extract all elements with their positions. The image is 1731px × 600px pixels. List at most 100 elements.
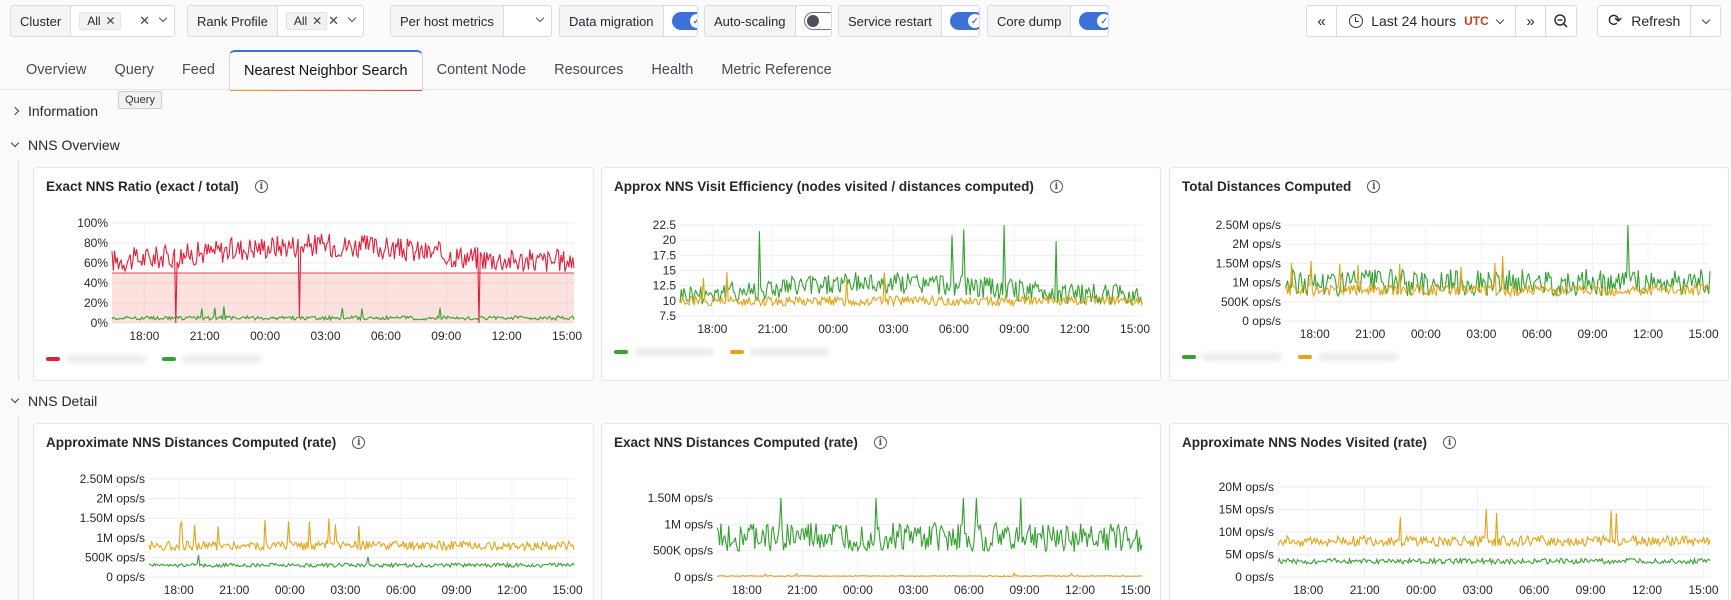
tab-health[interactable]: Health — [651, 62, 694, 78]
line-chart: 100% 80% 60% 40% 20% 0% 18:00 21:00 00:00 03:00 06… — [77, 216, 582, 343]
tab-content-node[interactable]: Content Node — [436, 62, 527, 78]
per-host-metrics-select[interactable] — [504, 6, 551, 36]
panel-title-text: Exact NNS Ratio (exact / total) — [46, 179, 239, 194]
clear-icon[interactable]: ✕ — [328, 13, 339, 28]
x-tick-label: 09:00 — [1576, 583, 1606, 597]
service-restart-toggle[interactable]: ✓ — [949, 12, 979, 30]
x-tick-label: 09:00 — [1010, 583, 1040, 597]
tab-query[interactable]: Query — [100, 50, 168, 90]
time-range-picker: « Last 24 hours UTC » — [1306, 5, 1577, 37]
x-tick-label: 18:00 — [164, 583, 194, 597]
cluster-select[interactable]: All ✕ ✕ — [71, 6, 174, 36]
x-tick-label: 21:00 — [219, 583, 249, 597]
remove-chip-icon[interactable]: ✕ — [105, 14, 116, 28]
time-range-button[interactable]: Last 24 hours UTC — [1337, 6, 1516, 36]
panel-exact-nns-ratio: Exact NNS Ratio (exact / total) i 100% 80% 6… — [33, 167, 594, 381]
chevron-down-icon[interactable] — [535, 13, 545, 23]
tab-overview[interactable]: Overview — [26, 62, 87, 78]
info-icon[interactable]: i — [873, 436, 887, 449]
x-tick-label: 03:00 — [898, 583, 928, 597]
legend-item[interactable] — [46, 355, 146, 363]
clear-icon[interactable]: ✕ — [139, 13, 150, 28]
x-tick-label: 21:00 — [787, 583, 817, 597]
info-icon[interactable]: i — [1049, 180, 1063, 193]
x-tick-label: 00:00 — [1406, 583, 1436, 597]
rank-profile-select[interactable]: All ✕ ✕ — [278, 6, 363, 36]
shift-back-icon[interactable]: « — [1307, 6, 1337, 36]
y-tick-label: 0 ops/s — [106, 570, 145, 584]
refresh-icon: ⟳ — [1608, 11, 1623, 30]
auto-scaling-toggle[interactable] — [803, 12, 831, 30]
cluster-variable[interactable]: Cluster All ✕ ✕ — [10, 5, 175, 37]
per-host-metrics-variable[interactable]: Per host metrics — [390, 5, 552, 37]
zoom-out-icon[interactable] — [1546, 6, 1576, 36]
x-tick-label: 12:00 — [1060, 322, 1090, 336]
row-information[interactable]: Information — [10, 103, 98, 119]
cluster-chip[interactable]: All ✕ — [79, 12, 121, 30]
y-tick-label: 5M ops/s — [1225, 548, 1274, 562]
x-tick-label: 00:00 — [275, 583, 305, 597]
line-chart: 2.50M ops/s 2M ops/s 1.50M ops/s 1M ops/s 50… — [80, 472, 583, 597]
y-tick-label: 1.50M ops/s — [80, 511, 145, 525]
core-dump-toggle[interactable]: ✓ — [1079, 12, 1108, 30]
x-tick-label: 18:00 — [1293, 583, 1323, 597]
panel-total-distances-computed: Total Distances Computed i 2.50M ops/s 2M o… — [1169, 167, 1729, 381]
legend-item[interactable] — [1182, 353, 1282, 361]
y-tick-label: 0 ops/s — [1235, 570, 1274, 584]
info-icon[interactable]: i — [1367, 180, 1381, 193]
x-tick-label: 12:00 — [492, 329, 522, 343]
y-tick-label: 1M ops/s — [1232, 276, 1281, 290]
row-nns-overview[interactable]: NNS Overview — [10, 137, 120, 153]
chevron-right-icon — [10, 106, 20, 116]
rank-profile-chip[interactable]: All ✕ — [285, 12, 328, 30]
check-icon: ✓ — [689, 14, 697, 28]
panel-title-text: Total Distances Computed — [1182, 179, 1352, 194]
y-tick-label: 2M ops/s — [96, 492, 145, 506]
tab-nearest-neighbor-search[interactable]: Nearest Neighbor Search — [229, 50, 423, 91]
remove-chip-icon[interactable]: ✕ — [312, 14, 323, 28]
legend-label-blurred — [182, 355, 262, 363]
y-tick-label: 1M ops/s — [664, 517, 713, 531]
legend-label-blurred — [750, 348, 830, 356]
refresh-picker: ⟳ Refresh — [1597, 5, 1721, 37]
legend-item[interactable] — [1298, 353, 1398, 361]
y-tick-label: 500K ops/s — [85, 550, 145, 564]
data-migration-toggle[interactable]: ✓ — [671, 12, 697, 30]
service-restart-label: Service restart — [839, 6, 942, 36]
legend-item[interactable] — [730, 348, 830, 356]
chevron-down-icon[interactable] — [347, 13, 357, 23]
x-tick-label: 15:00 — [1689, 327, 1719, 341]
y-tick-label: 10M ops/s — [1219, 525, 1274, 539]
shift-forward-icon[interactable]: » — [1516, 6, 1546, 36]
tab-feed[interactable]: Feed — [181, 62, 215, 78]
y-tick-label: 15M ops/s — [1219, 503, 1274, 517]
tab-metric-reference[interactable]: Metric Reference — [721, 62, 832, 78]
chevron-down-icon[interactable] — [158, 13, 168, 23]
refresh-button[interactable]: ⟳ Refresh — [1598, 6, 1692, 36]
legend-item[interactable] — [614, 348, 714, 356]
panel-exact-nns-distances-rate: Exact NNS Distances Computed (rate) i 1.50… — [601, 423, 1161, 600]
info-icon[interactable]: i — [352, 436, 366, 449]
x-tick-label: 00:00 — [250, 329, 280, 343]
legend-item[interactable] — [162, 355, 262, 363]
panel-title: Exact NNS Ratio (exact / total) i — [46, 179, 268, 194]
panel-title: Exact NNS Distances Computed (rate) i — [614, 435, 887, 450]
x-tick-label: 15:00 — [1120, 322, 1150, 336]
rank-profile-variable[interactable]: Rank Profile All ✕ ✕ — [187, 5, 364, 37]
service-restart-variable: Service restart ✓ — [838, 5, 980, 37]
x-tick-label: 00:00 — [818, 322, 848, 336]
x-tick-label: 18:00 — [1300, 327, 1330, 341]
legend-label-blurred — [634, 348, 714, 356]
x-tick-label: 21:00 — [190, 329, 220, 343]
tab-resources[interactable]: Resources — [554, 62, 624, 78]
series-line-orange — [1277, 508, 1711, 549]
row-nns-detail[interactable]: NNS Detail — [10, 393, 97, 409]
info-icon[interactable]: i — [254, 180, 268, 193]
x-tick-label: 12:00 — [497, 583, 527, 597]
y-tick-label: 22.5 — [653, 218, 677, 232]
x-tick-label: 18:00 — [697, 322, 727, 336]
info-icon[interactable]: i — [1443, 436, 1457, 449]
legend-swatch — [730, 350, 744, 354]
refresh-interval-dropdown[interactable] — [1691, 6, 1720, 36]
line-chart: 2.50M ops/s 2M ops/s 1.50M ops/s 1M ops/s 50… — [1216, 218, 1719, 341]
